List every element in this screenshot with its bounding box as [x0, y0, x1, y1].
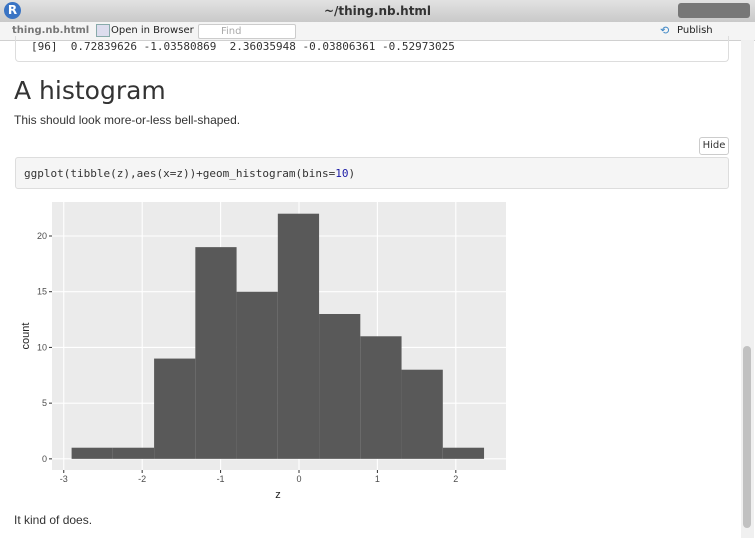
scroll-thumb[interactable] — [743, 346, 751, 528]
y-tick-label: 0 — [42, 454, 47, 464]
histogram-bar — [154, 358, 196, 459]
code-line: ggplot(tibble(z),aes(x=z))+geom_histogra… — [24, 167, 355, 180]
histogram-bar — [277, 213, 320, 459]
code-block: ggplot(tibble(z),aes(x=z))+geom_histogra… — [15, 157, 729, 189]
histogram-bar — [71, 447, 113, 459]
x-axis-label: z — [275, 489, 281, 501]
y-tick-label: 15 — [37, 287, 47, 297]
x-tick-label: 1 — [375, 474, 380, 484]
output-line: [96] 0.72839626 -1.03580869 2.36035948 -… — [31, 40, 455, 53]
histogram-bar — [195, 247, 237, 459]
browser-icon — [96, 24, 110, 37]
closing-text: It kind of does. — [14, 513, 93, 527]
app-icon: R — [4, 2, 21, 19]
histogram-bar — [442, 447, 485, 459]
x-tick-label: 2 — [453, 474, 458, 484]
code-text: ) — [348, 167, 356, 180]
hide-button[interactable]: Hide — [699, 137, 729, 155]
y-axis-label: count — [20, 323, 32, 350]
x-tick-label: 0 — [296, 474, 301, 484]
y-tick-label: 5 — [42, 398, 47, 408]
heading: A histogram — [14, 76, 166, 105]
y-tick-label: 20 — [37, 231, 47, 241]
publish-icon: ⟲ — [660, 24, 670, 37]
open-in-browser-button[interactable]: Open in Browser — [111, 25, 194, 36]
histogram-bar — [112, 447, 155, 459]
y-tick-label: 10 — [37, 342, 47, 352]
x-tick-label: -2 — [138, 474, 146, 484]
code-text: ggplot(tibble(z),aes(x=z))+geom_histogra… — [24, 167, 336, 180]
histogram-bar — [401, 369, 443, 459]
search-box[interactable]: Find — [198, 24, 296, 39]
x-tick-label: -1 — [217, 474, 225, 484]
x-tick-label: -3 — [60, 474, 68, 484]
window-controls[interactable] — [678, 3, 750, 18]
histogram-bar — [360, 336, 402, 459]
histogram-bar — [236, 291, 278, 459]
search-placeholder: Find — [221, 26, 242, 37]
histogram-bar — [319, 313, 361, 459]
intro-text: This should look more-or-less bell-shape… — [14, 113, 241, 127]
file-name: thing.nb.html — [12, 25, 90, 36]
publish-button[interactable]: Publish — [677, 25, 713, 36]
window-title: ~/thing.nb.html — [323, 4, 432, 18]
scrollbar[interactable] — [741, 40, 754, 538]
code-number: 10 — [335, 167, 349, 180]
toolbar: thing.nb.html Open in Browser Find ⟲ Pub… — [0, 22, 755, 41]
output-box: [96] 0.72839626 -1.03580869 2.36035948 -… — [15, 36, 729, 62]
